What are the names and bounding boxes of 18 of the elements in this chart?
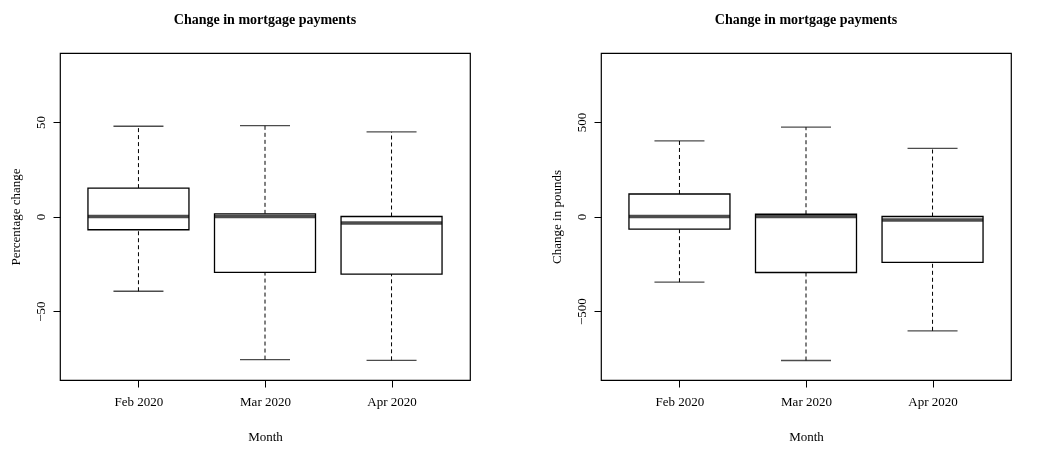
- x-tick-label: Apr 2020: [908, 393, 958, 409]
- x-tick-label: Feb 2020: [655, 393, 705, 409]
- x-tick-label: Apr 2020: [367, 393, 417, 409]
- chart-title: Change in mortgage payments: [714, 12, 898, 27]
- x-tick-label: Feb 2020: [114, 393, 164, 409]
- y-tick-label: 0: [573, 213, 589, 221]
- x-tick-label: Mar 2020: [240, 393, 291, 409]
- x-axis-title: Month: [789, 428, 825, 444]
- chart-title: Change in mortgage payments: [173, 12, 357, 27]
- y-tick-label: −50: [32, 301, 48, 322]
- x-tick-label: Mar 2020: [781, 393, 832, 409]
- y-axis-title: Change in pounds: [548, 170, 564, 264]
- y-tick-label: 0: [32, 213, 48, 221]
- x-axis-title: Month: [248, 428, 284, 444]
- y-tick-label: 500: [573, 112, 589, 133]
- y-axis-title: Percentage change: [7, 168, 23, 266]
- y-tick-label: 50: [32, 115, 48, 129]
- y-tick-label: −500: [573, 298, 589, 326]
